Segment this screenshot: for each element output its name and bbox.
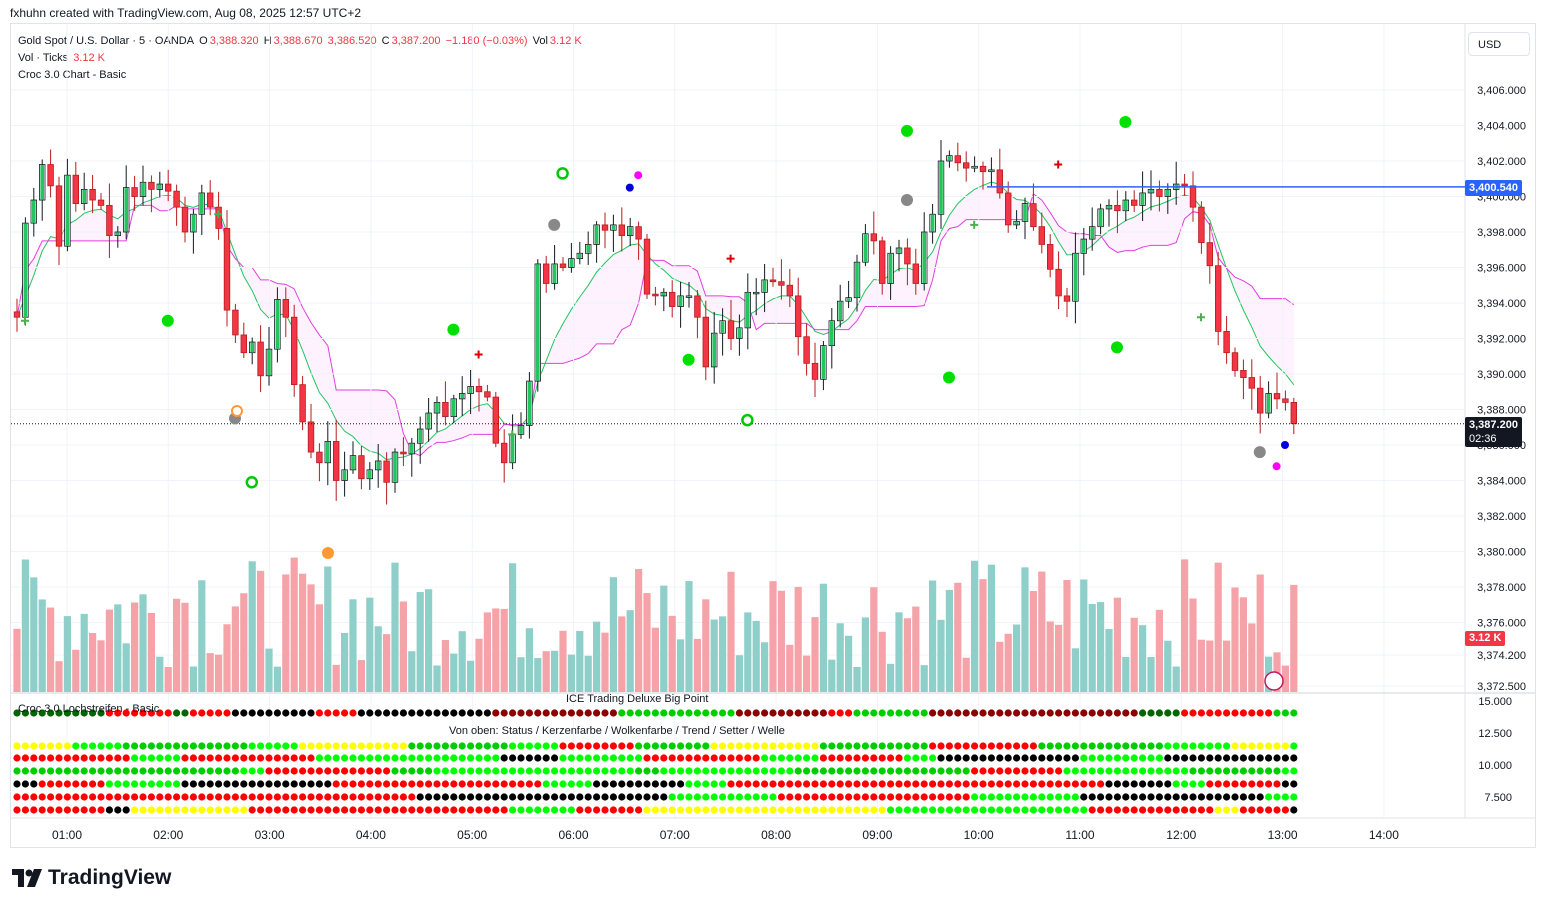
high-label: H: [263, 35, 272, 47]
indicator-title: ICE Trading Deluxe Big Point: [566, 693, 709, 705]
close-value: 3,387.200: [391, 35, 441, 47]
change-value: −1.180 (−0.03%): [445, 35, 528, 47]
volume-indicator-value: 3.12 K: [73, 52, 105, 64]
croc-legend[interactable]: Croc 3.0 Chart - Basic: [18, 69, 127, 81]
symbol-legend[interactable]: Gold Spot / U.S. Dollar · 5 · OANDA O 3,3…: [18, 35, 584, 47]
low-value: 3,386.520: [327, 35, 377, 47]
chart-snapshot-caption: fxhuhn created with TradingView.com, Aug…: [10, 6, 361, 20]
indicator-subtitle: Von oben: Status / Kerzenfarbe / Wolkenf…: [449, 725, 785, 737]
volume-value: 3.12 K: [549, 35, 582, 47]
volume-price-tag: 3.12 K: [1465, 631, 1506, 646]
volume-label: Vol: [532, 35, 548, 47]
tradingview-logo-icon: [12, 869, 42, 887]
tradingview-logo[interactable]: TradingView: [12, 866, 171, 890]
close-label: C: [381, 35, 390, 47]
hline-price-tag: 3,400.540: [1465, 180, 1522, 196]
volume-indicator-name[interactable]: Vol · Ticks: [18, 52, 69, 64]
volume-legend[interactable]: Vol · Ticks 3.12 K: [18, 52, 107, 64]
open-label: O: [199, 35, 208, 47]
last-price-tag: 3,387.200 02:36: [1465, 417, 1522, 447]
currency-button[interactable]: USD: [1468, 32, 1530, 56]
indicator-overlay-label: Croc 3.0 Lochstreifen - Basic: [18, 703, 160, 715]
last-price-value: 3,387.200: [1469, 419, 1518, 431]
high-value: 3,388.670: [273, 35, 323, 47]
open-value: 3,388.320: [209, 35, 259, 47]
chart-frame: [10, 23, 1536, 848]
brand-name: TradingView: [48, 866, 172, 889]
symbol-name[interactable]: Gold Spot / U.S. Dollar · 5 · OANDA: [18, 35, 195, 47]
bar-countdown: 02:36: [1469, 433, 1497, 445]
